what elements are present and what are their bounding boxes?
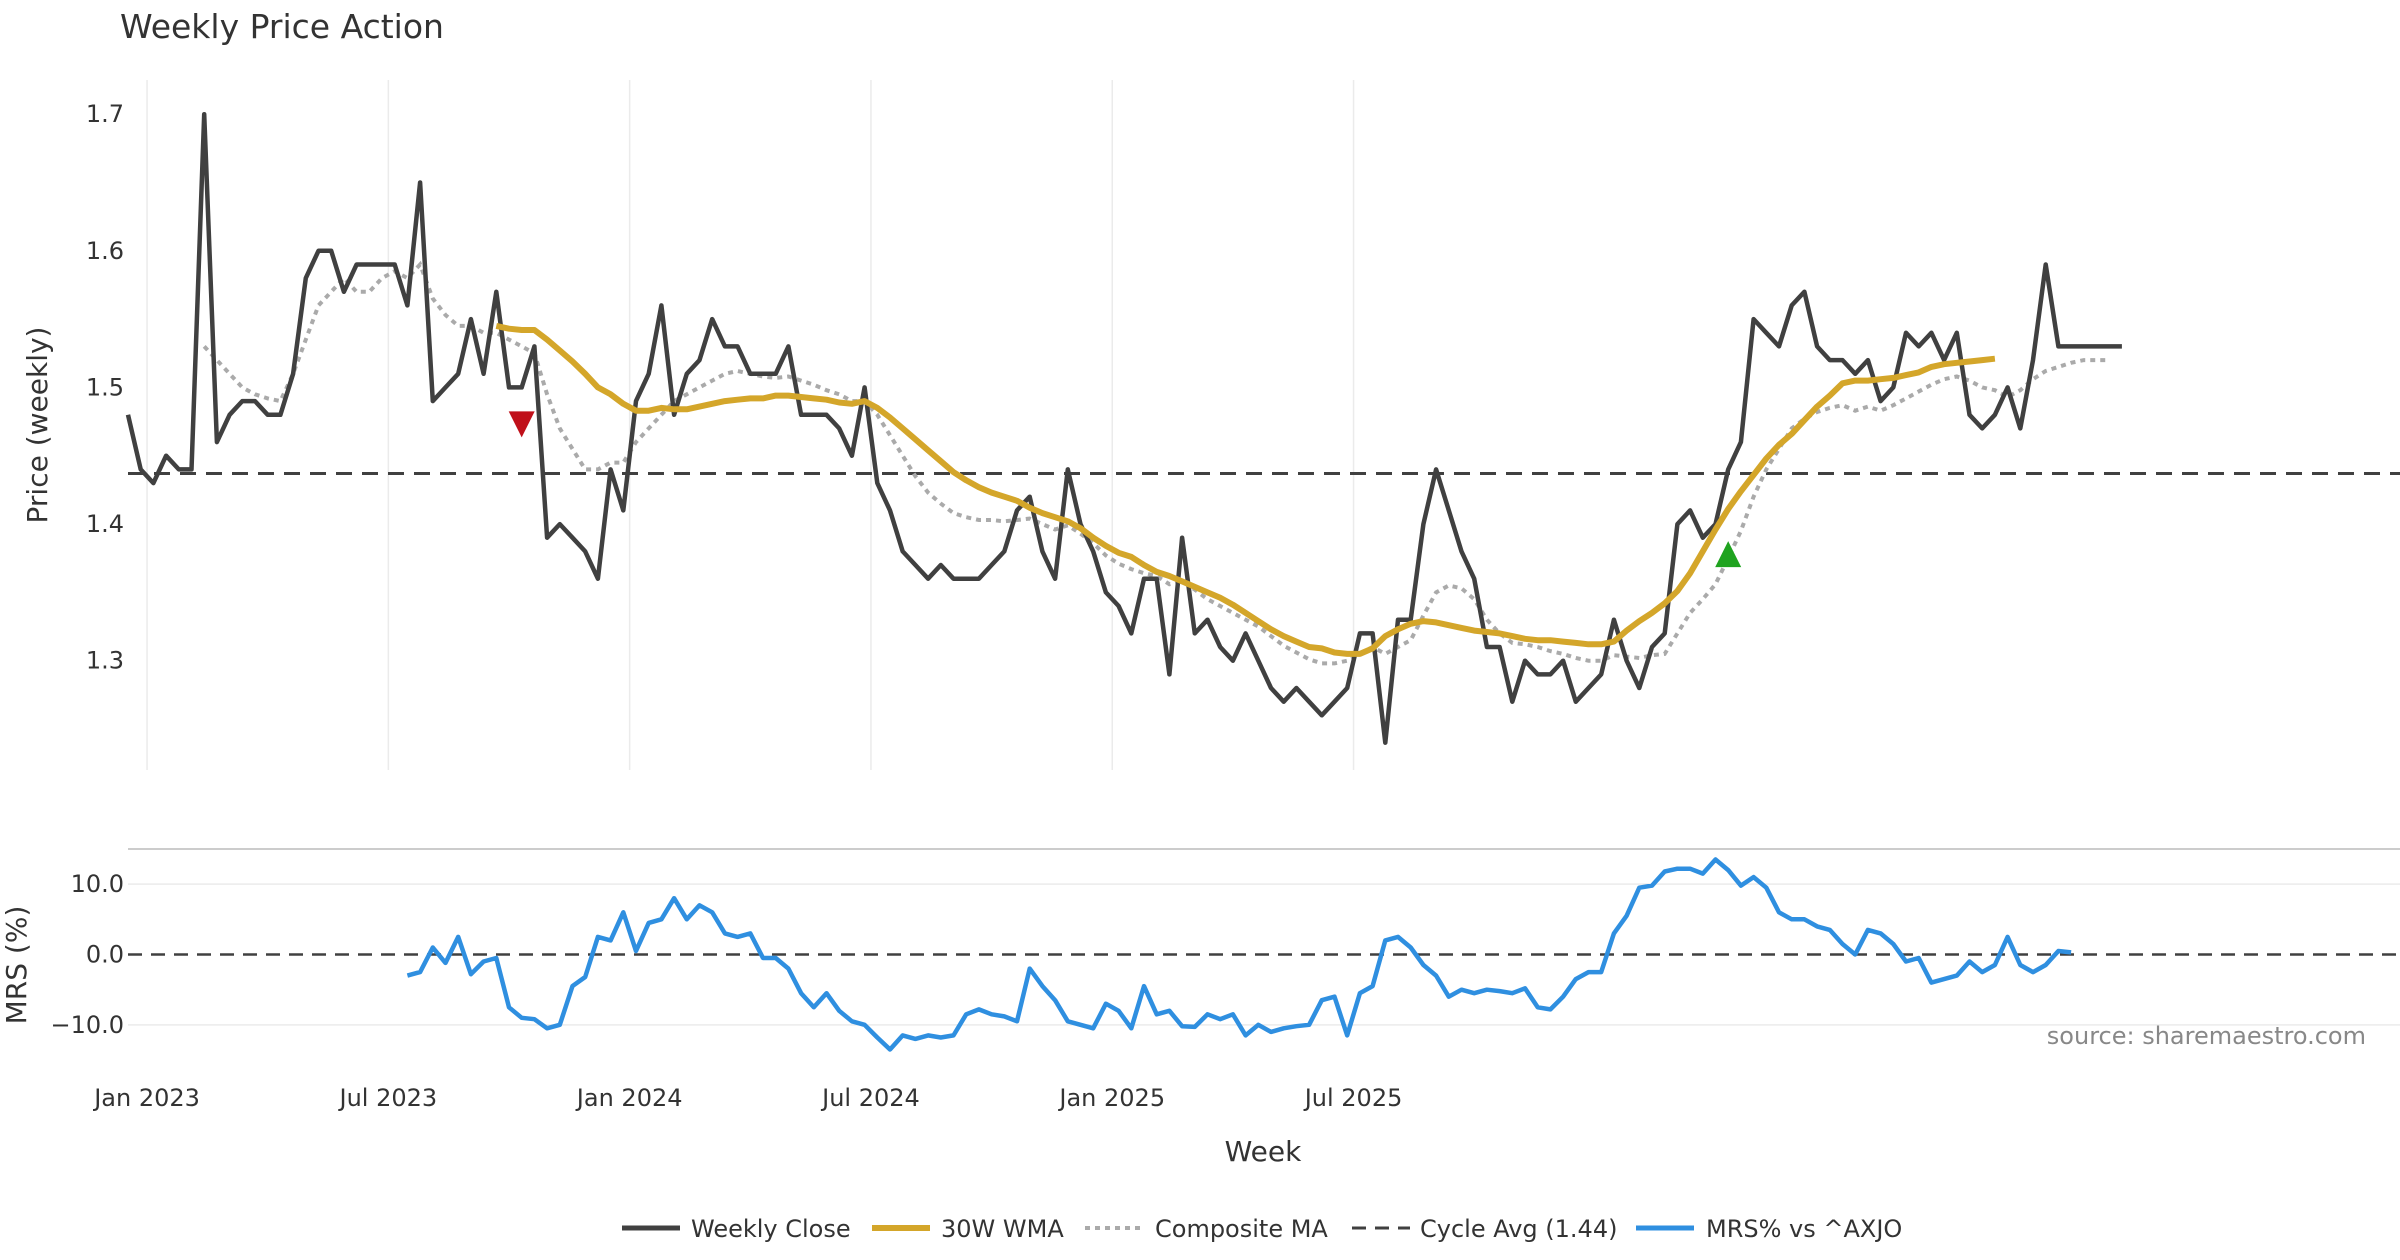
chart-title: Weekly Price Action — [120, 7, 444, 46]
legend-label-composite-ma: Composite MA — [1155, 1215, 1328, 1243]
mrs-line — [406, 857, 2072, 1052]
x-ticks: Jan 2023 Jul 2023 Jan 2024 Jul 2024 Jan 2025… — [92, 1084, 1402, 1112]
sell-signal-marker — [508, 411, 535, 438]
x-tick-label: Jan 2024 — [575, 1084, 683, 1112]
legend-label-mrs: MRS% vs ^AXJO — [1706, 1215, 1902, 1243]
x-tick-label: Jan 2023 — [92, 1084, 200, 1112]
price-y-tick-label: 1.7 — [86, 100, 124, 128]
price-y-tick-label: 1.4 — [86, 510, 124, 538]
mrs-y-ticks: −10.0 0.0 10.0 — [50, 870, 124, 1039]
mrs-y-axis-label: MRS (%) — [0, 906, 33, 1025]
price-y-tick-label: 1.6 — [86, 237, 124, 265]
x-tick-label: Jul 2023 — [338, 1084, 438, 1112]
price-y-axis-label: Price (weekly) — [21, 327, 54, 524]
legend-label-weekly-close: Weekly Close — [691, 1215, 851, 1243]
price-y-tick-label: 1.5 — [86, 373, 124, 401]
price-y-ticks: 1.3 1.4 1.5 1.6 1.7 — [86, 100, 124, 675]
mrs-y-tick-label: 10.0 — [71, 870, 124, 898]
x-tick-label: Jul 2025 — [1303, 1084, 1403, 1112]
price-y-tick-label: 1.3 — [86, 647, 124, 675]
mrs-y-tick-label: −10.0 — [50, 1011, 124, 1039]
x-axis-label: Week — [1225, 1135, 1302, 1168]
legend: Weekly Close 30W WMA Composite MA Cycle … — [622, 1215, 1902, 1243]
wma-30w-line — [495, 322, 1996, 657]
source-credit: source: sharemaestro.com — [2047, 1022, 2366, 1050]
legend-label-30w-wma: 30W WMA — [941, 1215, 1064, 1243]
weekly-close-line — [125, 111, 2122, 745]
x-tick-label: Jul 2024 — [820, 1084, 920, 1112]
buy-signal-marker — [1715, 541, 1742, 568]
composite-ma-line — [202, 260, 2110, 666]
price-series — [125, 111, 2122, 745]
price-panel: Price (weekly) 1.3 1.4 1.5 1.6 1.7 — [21, 100, 2400, 745]
signal-markers — [508, 411, 1742, 568]
mrs-panel: MRS (%) −10.0 0.0 10.0 source: sharemaestr… — [0, 857, 2400, 1052]
x-tick-label: Jan 2025 — [1057, 1084, 1165, 1112]
mrs-y-tick-label: 0.0 — [86, 941, 124, 969]
grid — [128, 80, 2400, 1026]
legend-label-cycle-avg: Cycle Avg (1.44) — [1420, 1215, 1617, 1243]
mrs-series — [406, 857, 2072, 1052]
